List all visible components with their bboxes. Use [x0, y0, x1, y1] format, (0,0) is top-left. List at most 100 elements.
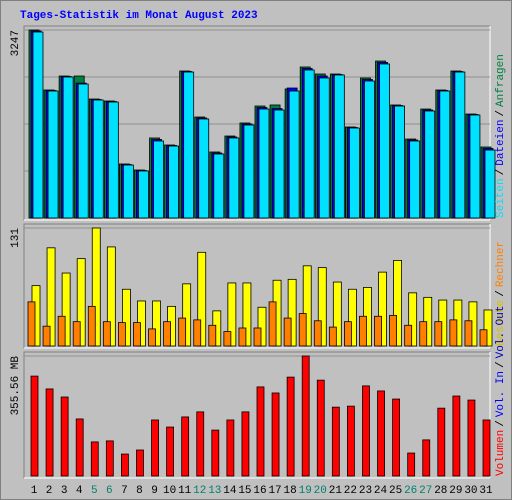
- bar: [152, 300, 161, 347]
- bar: [105, 440, 114, 477]
- bar: [464, 320, 473, 347]
- bar: [62, 76, 74, 219]
- bar: [76, 258, 86, 347]
- bar: [332, 281, 342, 347]
- bar: [286, 376, 295, 477]
- bar: [256, 386, 265, 477]
- bar: [303, 69, 315, 219]
- bar: [32, 31, 44, 219]
- bar: [288, 90, 300, 219]
- x-tick-label: 29: [449, 485, 462, 497]
- legend-entry: Besuche: [495, 300, 507, 346]
- bar: [133, 322, 141, 347]
- x-tick-label: 25: [389, 485, 402, 497]
- bar: [102, 321, 111, 347]
- x-tick-label: 1: [31, 485, 38, 497]
- bar: [92, 99, 104, 219]
- bar: [348, 127, 360, 219]
- bar: [243, 124, 255, 219]
- x-tick-label: 31: [479, 485, 493, 497]
- bar: [479, 329, 488, 347]
- bar: [183, 71, 195, 219]
- bar: [138, 170, 149, 219]
- bar: [333, 74, 345, 219]
- bar: [77, 83, 89, 219]
- bar: [273, 109, 285, 219]
- bar: [60, 396, 69, 477]
- bar: [45, 388, 54, 477]
- x-tick-label: 15: [238, 485, 251, 497]
- bar: [271, 392, 280, 477]
- bar: [211, 429, 220, 477]
- x-tick-label: 3: [61, 485, 68, 497]
- legend: Seiten / Dateien / Anfragen: [495, 54, 507, 218]
- bar: [181, 416, 190, 477]
- x-tick-label: 28: [434, 485, 447, 497]
- bar: [258, 108, 270, 219]
- bar: [317, 267, 327, 347]
- bar: [168, 145, 180, 219]
- bar: [178, 317, 187, 347]
- x-tick-label: 13: [208, 485, 221, 497]
- x-tick-label: 14: [223, 485, 237, 497]
- x-tick-label: 17: [268, 485, 281, 497]
- bar: [419, 321, 428, 347]
- bar: [392, 398, 401, 477]
- bar: [223, 331, 232, 347]
- bar: [193, 319, 202, 347]
- bar: [226, 419, 235, 477]
- bar: [118, 322, 126, 347]
- bar: [241, 411, 250, 477]
- bar: [359, 315, 367, 347]
- bar: [75, 418, 84, 477]
- bar: [163, 321, 172, 347]
- x-tick-label: 26: [404, 485, 417, 497]
- bar: [482, 419, 491, 477]
- bar: [449, 319, 458, 347]
- bar: [61, 272, 71, 347]
- bar: [302, 265, 312, 347]
- legend-entry: Seiten: [495, 178, 507, 218]
- x-tick-label: 12: [193, 485, 206, 497]
- bar: [301, 355, 310, 477]
- bar: [389, 314, 398, 347]
- bar: [347, 288, 357, 347]
- bar: [182, 283, 192, 347]
- bar: [424, 110, 436, 219]
- bar: [407, 452, 416, 477]
- bar: [328, 326, 337, 347]
- bar: [257, 306, 267, 347]
- x-tick-label: 23: [359, 485, 372, 497]
- bar: [393, 260, 403, 347]
- bar: [228, 137, 240, 219]
- bar: [90, 441, 99, 477]
- bar: [87, 305, 96, 347]
- x-tick-label: 18: [284, 485, 297, 497]
- x-tick-label: 22: [344, 485, 357, 497]
- legend: Besuche / Rechner: [495, 241, 507, 346]
- bar: [484, 149, 496, 219]
- bar: [379, 63, 390, 219]
- legend-entry: Vol. Out: [495, 306, 507, 359]
- legend: Volumen / Vol. In / Vol. Out: [495, 306, 507, 476]
- bar: [469, 114, 481, 219]
- legend-separator: /: [495, 290, 507, 297]
- x-tick-label: 4: [76, 485, 83, 497]
- bar: [227, 282, 237, 347]
- legend-separator: /: [495, 169, 507, 176]
- bar: [208, 324, 217, 347]
- bar: [196, 411, 205, 477]
- y-tick-label: 131: [10, 228, 22, 248]
- x-tick-label: 20: [314, 485, 327, 497]
- x-tick-label: 5: [91, 485, 98, 497]
- bar: [483, 309, 493, 347]
- legend-separator: /: [495, 361, 507, 368]
- bar: [331, 406, 340, 477]
- bar: [283, 317, 292, 347]
- x-tick-label: 2: [46, 485, 53, 497]
- x-tick-label: 10: [163, 485, 176, 497]
- bar: [346, 405, 355, 477]
- bar: [454, 71, 466, 219]
- bar: [467, 399, 476, 477]
